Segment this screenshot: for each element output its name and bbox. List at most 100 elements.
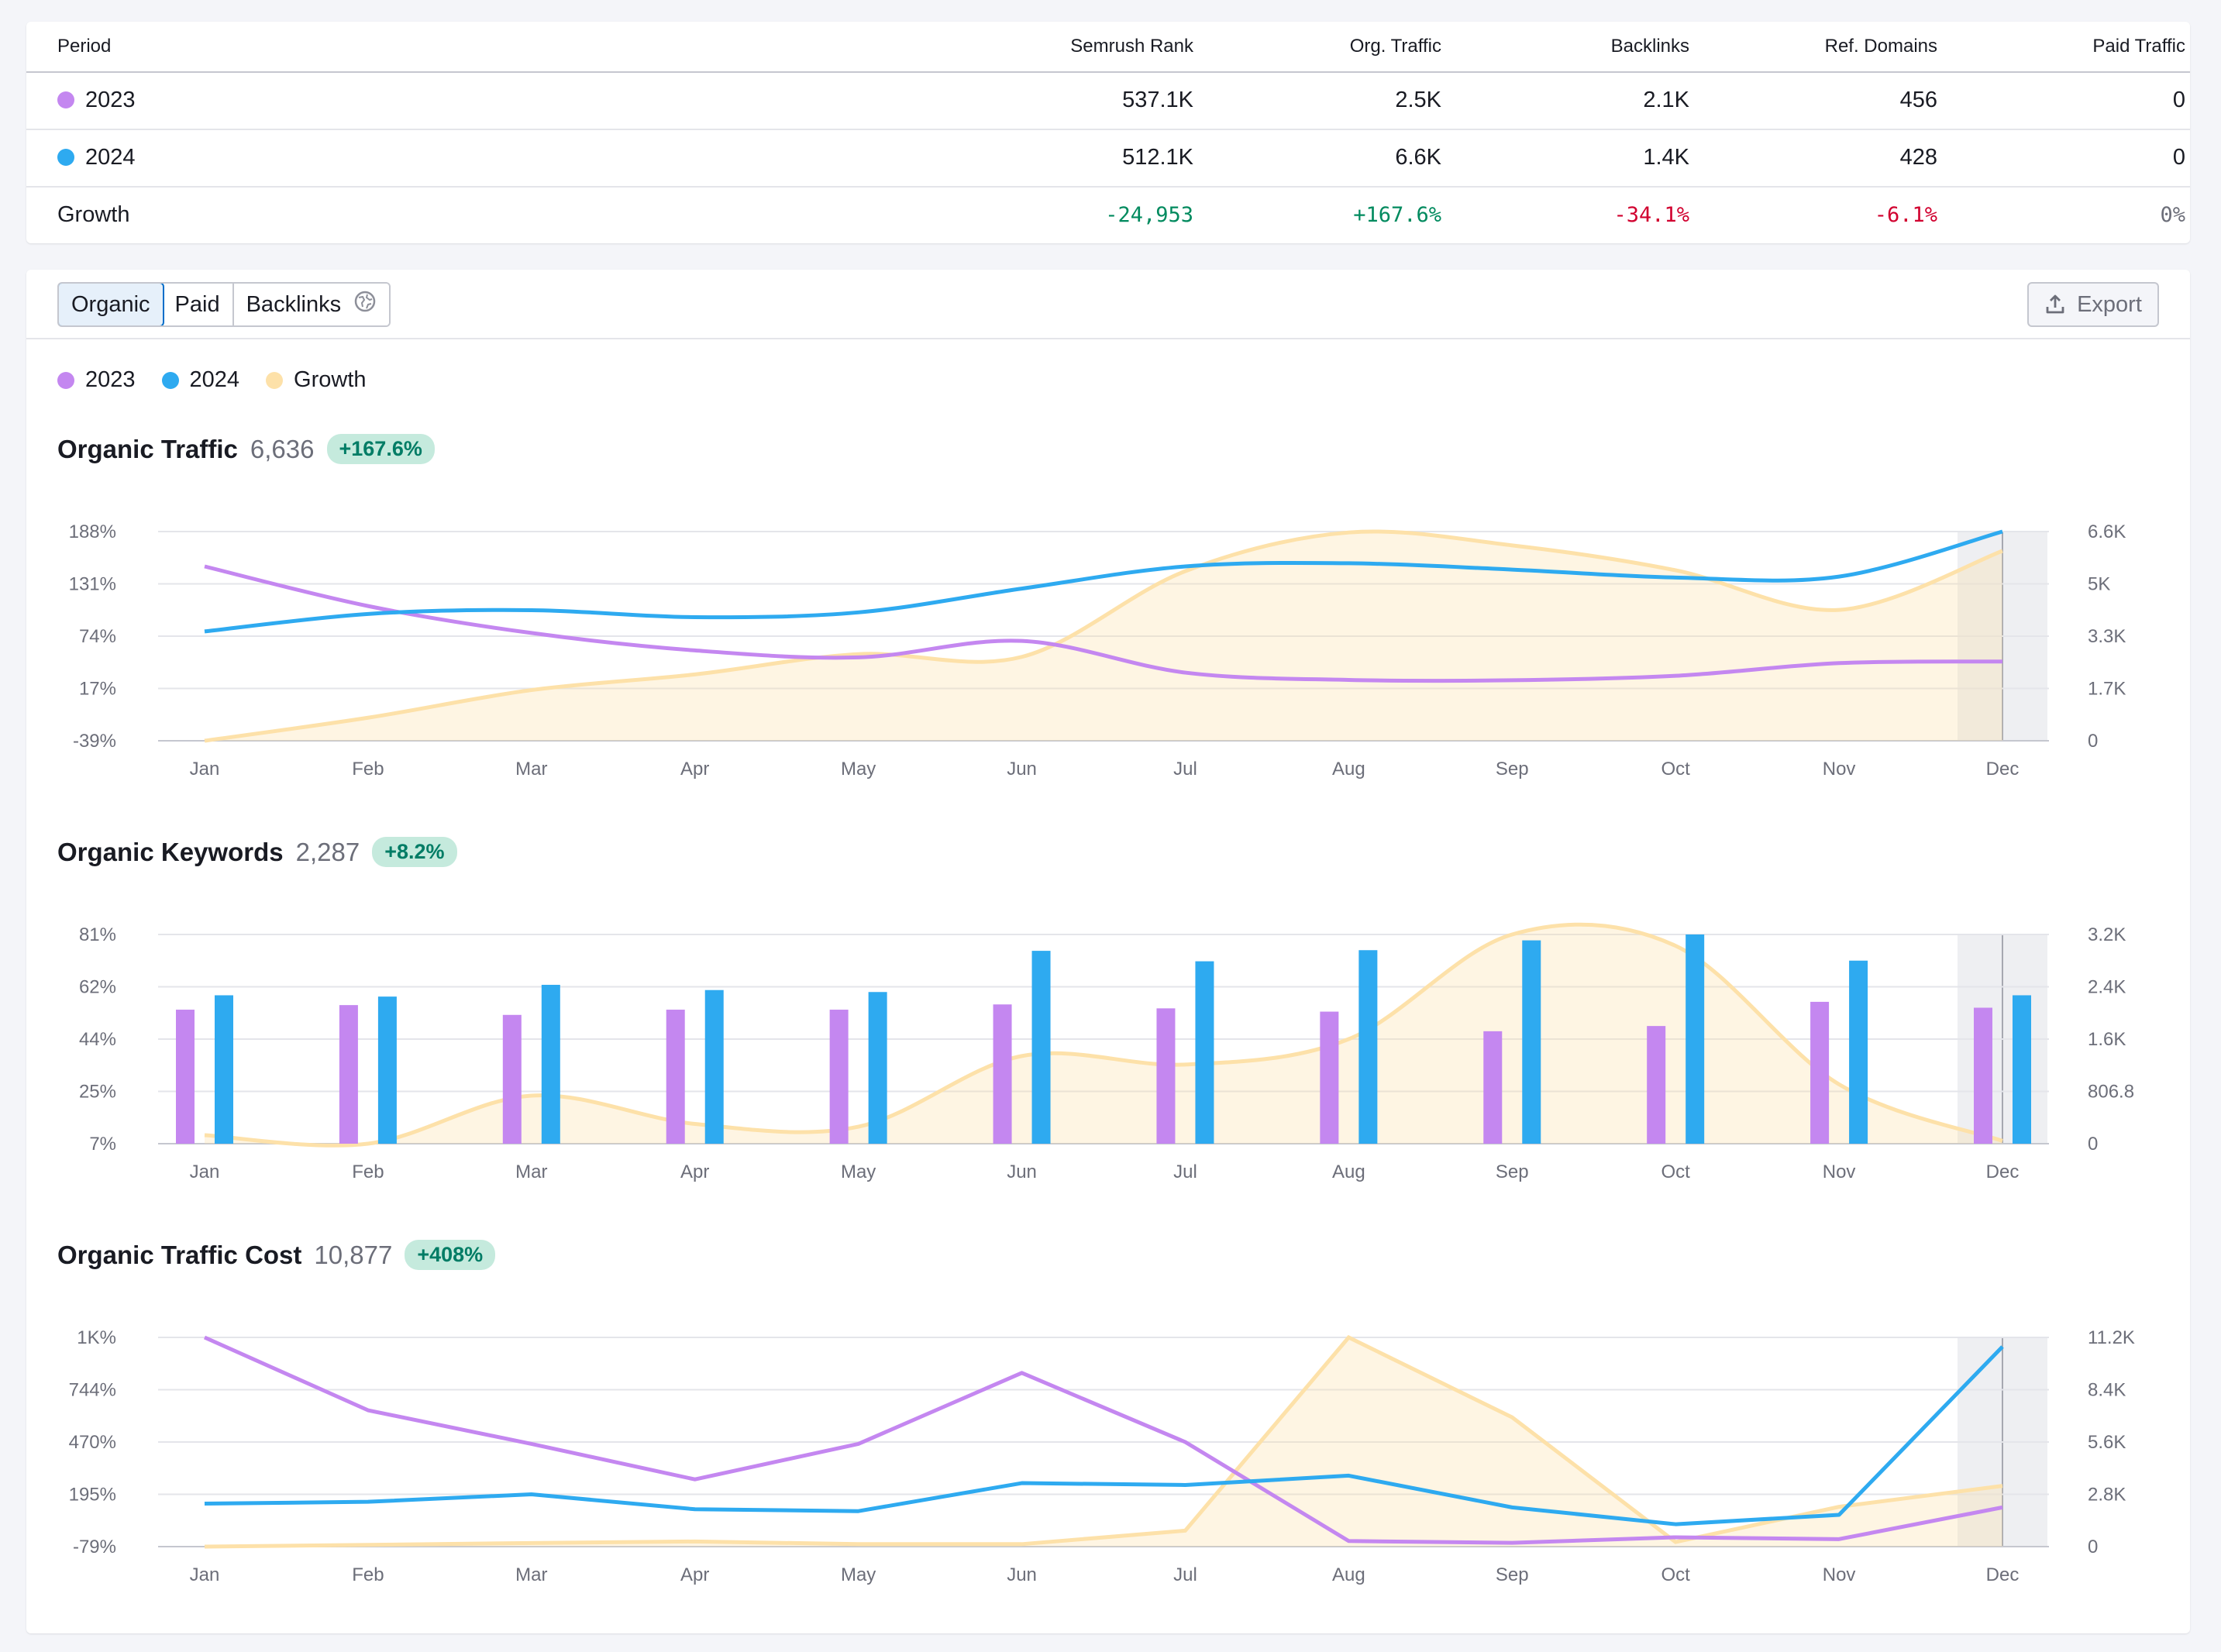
export-label: Export — [2077, 291, 2142, 317]
y-tick-left: 470% — [69, 1432, 116, 1453]
cell-ref-domains-growth: -6.1% — [1874, 202, 1937, 227]
cell-paid-traffic-2023: 0 — [2172, 87, 2185, 112]
header-period[interactable]: Period — [57, 36, 112, 57]
header-backlinks[interactable]: Backlinks — [1610, 36, 1689, 57]
x-tick-label: Jul — [1173, 1564, 1197, 1585]
x-tick-label: Nov — [1823, 1162, 1856, 1182]
legend-item-growth[interactable]: Growth — [266, 367, 367, 393]
cell-semrush-rank-growth: -24,953 — [1105, 202, 1193, 227]
bar-2024 — [215, 995, 233, 1144]
y-tick-right: 5.6K — [2088, 1432, 2126, 1453]
header-paid-traffic[interactable]: Paid Traffic — [2092, 36, 2185, 57]
bar-2024 — [704, 989, 724, 1144]
cell-backlinks-2024: 1.4K — [1643, 144, 1689, 170]
legend-item-2023[interactable]: 2023 — [57, 367, 136, 393]
cell-semrush-rank-2024: 512.1K — [1122, 144, 1193, 170]
series-dot-2023 — [57, 91, 74, 108]
x-tick-label: Mar — [515, 1162, 547, 1182]
x-tick-label: Feb — [352, 1162, 384, 1182]
y-tick-left: 81% — [79, 924, 116, 945]
x-tick-label: Mar — [515, 1564, 547, 1585]
x-tick-label: Apr — [680, 1564, 709, 1585]
cell-semrush-rank-2023: 537.1K — [1122, 87, 1193, 112]
x-tick-label: Apr — [680, 759, 709, 780]
growth-badge: +8.2% — [372, 837, 457, 867]
bar-2023 — [1647, 1026, 1666, 1144]
x-tick-label: Jan — [190, 1564, 220, 1585]
x-tick-label: Jan — [190, 1162, 220, 1182]
chart-title-organic-traffic-cost: Organic Traffic Cost 10,877 +408% — [57, 1240, 496, 1270]
cell-ref-domains-2023: 456 — [1899, 87, 1937, 112]
bar-2023 — [339, 1005, 358, 1144]
x-tick-label: May — [841, 759, 876, 780]
cell-backlinks-2023: 2.1K — [1643, 87, 1689, 112]
y-tick-right: 0 — [2088, 731, 2098, 752]
y-tick-left: 62% — [79, 977, 116, 998]
x-tick-label: Feb — [352, 1564, 384, 1585]
y-tick-left: -39% — [73, 731, 116, 752]
cell-ref-domains-2024: 428 — [1899, 144, 1937, 170]
cell-paid-traffic-2024: 0 — [2172, 144, 2185, 170]
x-tick-label: Jul — [1173, 759, 1197, 780]
x-tick-label: Apr — [680, 1162, 709, 1182]
y-tick-left: -79% — [73, 1537, 116, 1557]
series-line-2023 — [204, 564, 2003, 683]
growth-badge: +167.6% — [326, 434, 435, 464]
header-ref-domains[interactable]: Ref. Domains — [1824, 36, 1937, 57]
header-org-traffic[interactable]: Org. Traffic — [1349, 36, 1441, 57]
organic-traffic-chart: 188% 131% 74% 17% -39% 6.6K 5K 3.3K 1.7K 0 Jan Feb M… — [69, 521, 2126, 780]
y-tick-right: 806.8 — [2088, 1082, 2134, 1103]
legend-item-2024[interactable]: 2024 — [161, 367, 240, 393]
legend-label-growth: Growth — [294, 367, 367, 392]
bar-2024 — [1522, 940, 1541, 1144]
bar-2024 — [1358, 950, 1378, 1144]
cell-paid-traffic-growth: 0% — [2160, 202, 2185, 227]
y-tick-left: 7% — [89, 1134, 116, 1155]
bar-2023 — [993, 1004, 1012, 1144]
series-line-2024 — [204, 1345, 2004, 1526]
bar-2023 — [1974, 1007, 1992, 1144]
y-tick-left: 17% — [79, 679, 116, 700]
row-label-2024: 2024 — [85, 144, 136, 170]
bar-2024 — [1849, 960, 1868, 1144]
x-tick-label: Nov — [1823, 1564, 1856, 1585]
cell-org-traffic-2024: 6.6K — [1395, 144, 1441, 170]
header-semrush-rank[interactable]: Semrush Rank — [1070, 36, 1193, 57]
chart-value: 2,287 — [295, 837, 360, 866]
x-tick-label: Jan — [190, 759, 220, 780]
y-tick-right: 8.4K — [2088, 1380, 2126, 1401]
tab-organic[interactable]: Organic — [59, 284, 164, 325]
growth-area — [205, 531, 2002, 741]
table-header-row: Period Semrush Rank Org. Traffic Backlin… — [26, 22, 2190, 73]
y-tick-left: 744% — [69, 1380, 116, 1401]
cell-org-traffic-growth: +167.6% — [1353, 202, 1441, 227]
chart-title: Organic Traffic Cost — [57, 1240, 302, 1269]
tab-backlinks[interactable]: Backlinks — [233, 284, 390, 325]
tab-paid[interactable]: Paid — [162, 284, 234, 325]
bar-2023 — [829, 1010, 849, 1144]
y-tick-left: 1K% — [77, 1327, 116, 1348]
legend-label-2024: 2024 — [189, 367, 240, 392]
series-line-2024 — [204, 529, 2003, 634]
y-tick-right: 5K — [2088, 574, 2110, 595]
bar-2024 — [541, 984, 560, 1144]
export-button[interactable]: Export — [2027, 282, 2159, 327]
bar-2023 — [1156, 1008, 1176, 1144]
summary-table: Period Semrush Rank Org. Traffic Backlin… — [26, 22, 2190, 243]
table-row-growth: Growth -24,953 +167.6% -34.1% -6.1% 0% — [26, 186, 2190, 243]
cell-backlinks-growth: -34.1% — [1613, 202, 1689, 227]
x-tick-label: Mar — [515, 759, 547, 780]
x-tick-label: Jun — [1007, 759, 1037, 780]
growth-area — [205, 1337, 2002, 1547]
y-tick-left: 188% — [69, 521, 116, 542]
x-tick-label: Jun — [1007, 1162, 1037, 1182]
y-tick-right: 0 — [2088, 1134, 2098, 1155]
legend-dot-2023 — [57, 371, 74, 389]
chart-title: Organic Keywords — [57, 837, 284, 866]
bar-2023 — [176, 1010, 195, 1144]
legend-dot-2024 — [161, 371, 179, 389]
bar-2023 — [1320, 1011, 1339, 1144]
table-row-2023: 2023 537.1K 2.5K 2.1K 456 0 — [26, 71, 2190, 130]
series-dot-2024 — [57, 149, 74, 166]
y-tick-right: 2.4K — [2088, 977, 2126, 998]
